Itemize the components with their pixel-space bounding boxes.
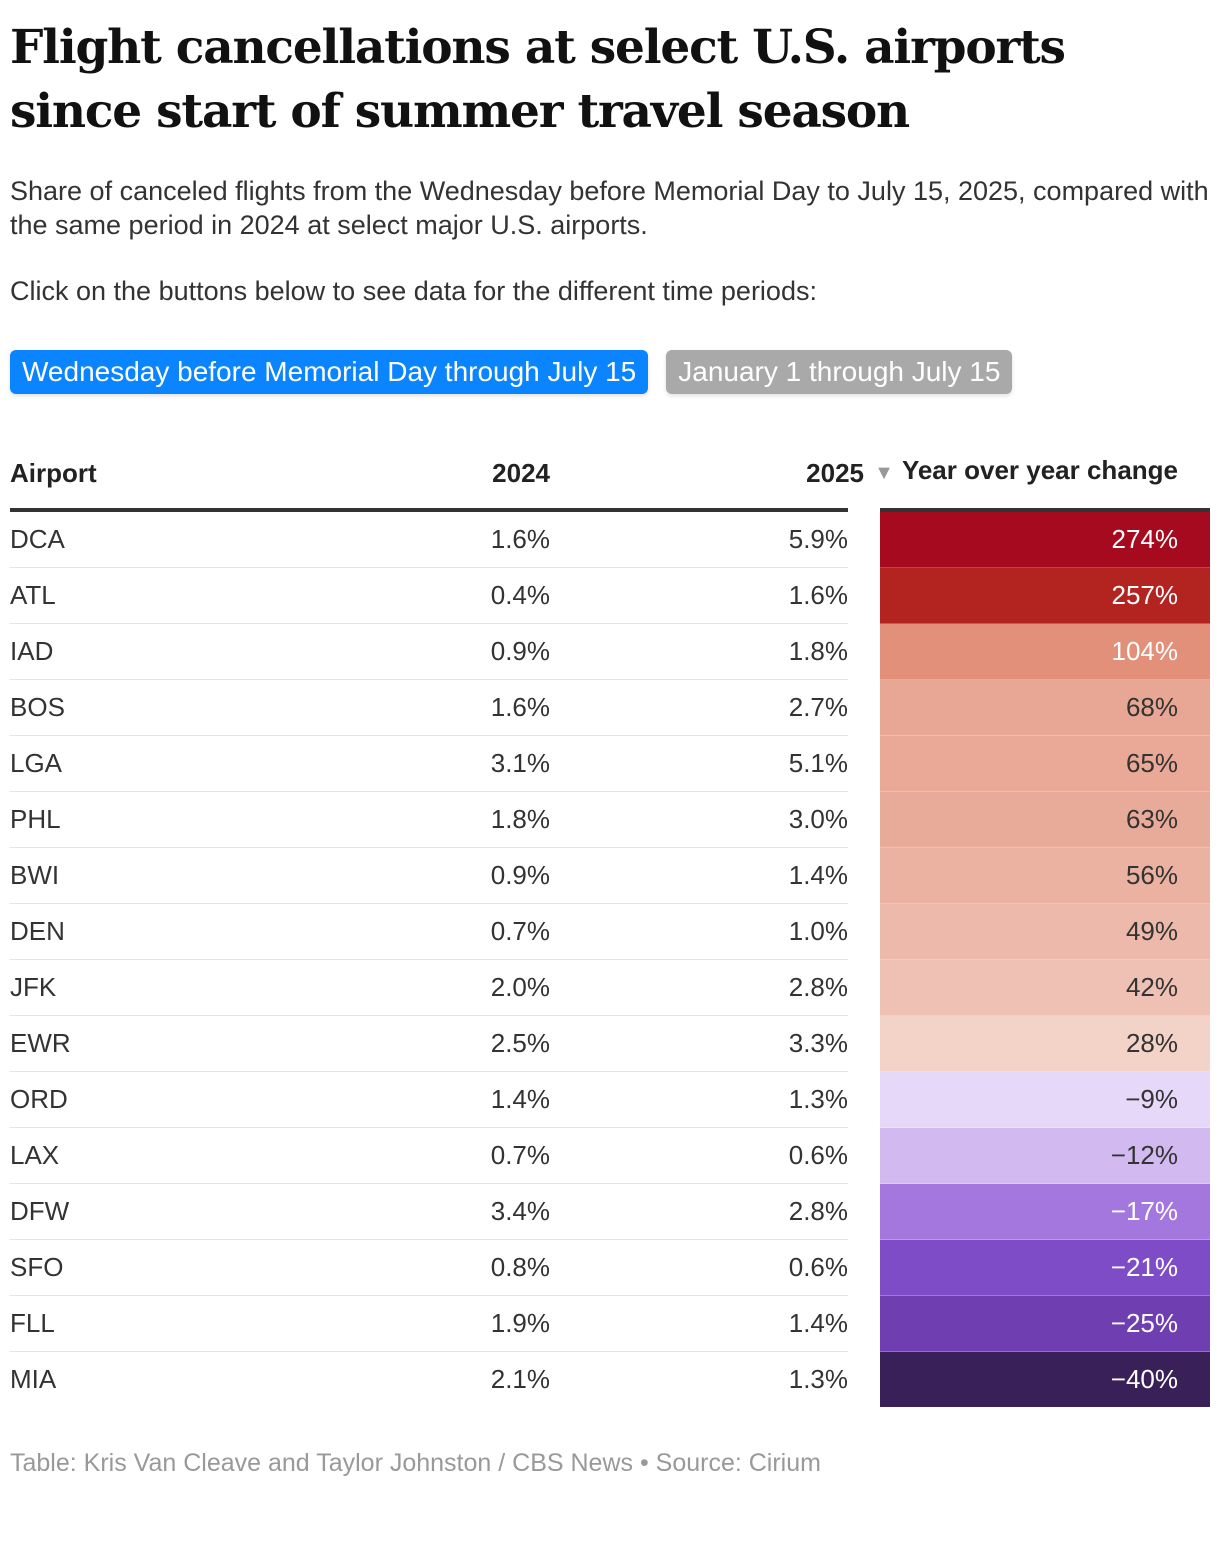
cell-2025: 0.6% <box>550 1239 864 1296</box>
cell-2025: 1.4% <box>550 847 864 904</box>
table-row: FLL 1.9% 1.4% −25% <box>10 1295 1210 1352</box>
cell-airport: PHL <box>10 791 310 848</box>
cell-airport: BOS <box>10 679 310 736</box>
cell-change: 257% <box>848 567 1210 624</box>
cell-2024: 3.1% <box>310 735 550 792</box>
cell-2025: 3.3% <box>550 1015 864 1072</box>
cancellations-table: Airport 2024 2025 ▼ Year over year change… <box>10 451 1210 1407</box>
cell-change: 65% <box>848 735 1210 792</box>
cell-2024: 1.9% <box>310 1295 550 1352</box>
cell-airport: LGA <box>10 735 310 792</box>
cell-airport: EWR <box>10 1015 310 1072</box>
cell-airport: BWI <box>10 847 310 904</box>
cell-airport: SFO <box>10 1239 310 1296</box>
cell-change: 68% <box>848 679 1210 736</box>
cell-2024: 0.4% <box>310 567 550 624</box>
cell-change: −9% <box>848 1071 1210 1128</box>
source-credit: Table: Kris Van Cleave and Taylor Johnst… <box>10 1449 821 1477</box>
cell-airport: ATL <box>10 567 310 624</box>
table-row: LAX 0.7% 0.6% −12% <box>10 1127 1210 1184</box>
cell-airport: IAD <box>10 623 310 680</box>
table-row: EWR 2.5% 3.3% 28% <box>10 1015 1210 1072</box>
cell-2024: 3.4% <box>310 1183 550 1240</box>
cell-airport: DCA <box>10 510 310 568</box>
table-row: JFK 2.0% 2.8% 42% <box>10 959 1210 1016</box>
cell-2024: 2.1% <box>490 1364 550 1394</box>
table-row: DCA 1.6% 5.9% 274% <box>10 510 1210 568</box>
cell-2024: 0.7% <box>310 903 550 960</box>
cell-change: 28% <box>848 1015 1210 1072</box>
table-row: BWI 0.9% 1.4% 56% <box>10 847 1210 904</box>
cell-airport: JFK <box>10 959 310 1016</box>
cell-change: 42% <box>848 959 1210 1016</box>
cell-2024: 2.0% <box>310 959 550 1016</box>
table-row: ORD 1.4% 1.3% −9% <box>10 1071 1210 1128</box>
cell-change: −12% <box>848 1127 1210 1184</box>
table-row: BOS 1.6% 2.7% 68% <box>10 679 1210 736</box>
cell-airport: DEN <box>10 903 310 960</box>
table-body: DCA 1.6% 5.9% 274% ATL 0.4% 1.6% 257% IAD 0.9% 1.8… <box>10 510 1210 1407</box>
cell-2024: 1.6% <box>310 510 550 568</box>
table-row: MIA 2.1% 1.3% −40% <box>10 1351 1210 1407</box>
table-row: DEN 0.7% 1.0% 49% <box>10 903 1210 960</box>
cell-change: −21% <box>848 1239 1210 1296</box>
column-header-2025[interactable]: 2025 <box>550 451 864 512</box>
cell-change: 56% <box>848 847 1210 904</box>
period-button-january[interactable]: January 1 through July 15 <box>666 350 1013 394</box>
table-row: SFO 0.8% 0.6% −21% <box>10 1239 1210 1296</box>
cell-change: −17% <box>848 1183 1210 1240</box>
cell-2024: 0.9% <box>310 623 550 680</box>
cell-2025: 2.7% <box>550 679 864 736</box>
cell-change: −25% <box>848 1295 1210 1352</box>
sort-descending-icon: ▼ <box>874 462 894 484</box>
subtitle: Share of canceled flights from the Wedne… <box>10 176 1209 240</box>
cell-2024: 1.8% <box>310 791 550 848</box>
cell-2024: 1.6% <box>310 679 550 736</box>
cell-change: 104% <box>848 623 1210 680</box>
table-row: DFW 3.4% 2.8% −17% <box>10 1183 1210 1240</box>
cell-2025: 1.8% <box>550 623 864 680</box>
cell-2025: 3.0% <box>550 791 864 848</box>
period-button-memorial-day[interactable]: Wednesday before Memorial Day through Ju… <box>10 350 649 394</box>
cell-2025: 0.6% <box>550 1127 864 1184</box>
cell-airport: ORD <box>10 1071 310 1128</box>
cell-airport: MIA <box>10 1364 57 1394</box>
cell-2025: 1.0% <box>550 903 864 960</box>
table-row: IAD 0.9% 1.8% 104% <box>10 623 1210 680</box>
cell-2024: 0.8% <box>310 1239 550 1296</box>
cell-airport: FLL <box>10 1295 310 1352</box>
column-header-airport[interactable]: Airport <box>10 451 310 512</box>
cell-2025: 1.3% <box>550 1071 864 1128</box>
cell-2025: 2.8% <box>550 1183 864 1240</box>
cell-airport: LAX <box>10 1127 310 1184</box>
cell-2025: 5.9% <box>550 510 864 568</box>
column-header-change[interactable]: ▼ Year over year change <box>864 451 1210 512</box>
cell-change: 274% <box>848 510 1210 568</box>
table-row: LGA 3.1% 5.1% 65% <box>10 735 1210 792</box>
cell-2025: 2.8% <box>550 959 864 1016</box>
cell-2025: 5.1% <box>550 735 864 792</box>
cell-change: 63% <box>848 791 1210 848</box>
table-header-row: Airport 2024 2025 ▼ Year over year change <box>10 451 1210 512</box>
cell-2024: 0.9% <box>310 847 550 904</box>
cell-2025: 1.3% <box>788 1364 848 1394</box>
page-title: Flight cancellations at select U.S. airp… <box>10 20 1066 139</box>
cell-2025: 1.4% <box>550 1295 864 1352</box>
column-header-2024[interactable]: 2024 <box>310 451 550 512</box>
column-header-change-label: Year over year change <box>901 455 1178 485</box>
cell-2025: 1.6% <box>550 567 864 624</box>
instructions: Click on the buttons below to see data f… <box>10 276 817 306</box>
table-row: ATL 0.4% 1.6% 257% <box>10 567 1210 624</box>
table-row: PHL 1.8% 3.0% 63% <box>10 791 1210 848</box>
cell-2024: 0.7% <box>310 1127 550 1184</box>
cell-2024: 1.4% <box>310 1071 550 1128</box>
cell-change: 49% <box>848 903 1210 960</box>
period-toggle: Wednesday before Memorial Day through Ju… <box>10 350 1210 394</box>
cell-airport: DFW <box>10 1183 310 1240</box>
cell-2024: 2.5% <box>310 1015 550 1072</box>
cell-change: −40% <box>848 1351 1210 1407</box>
